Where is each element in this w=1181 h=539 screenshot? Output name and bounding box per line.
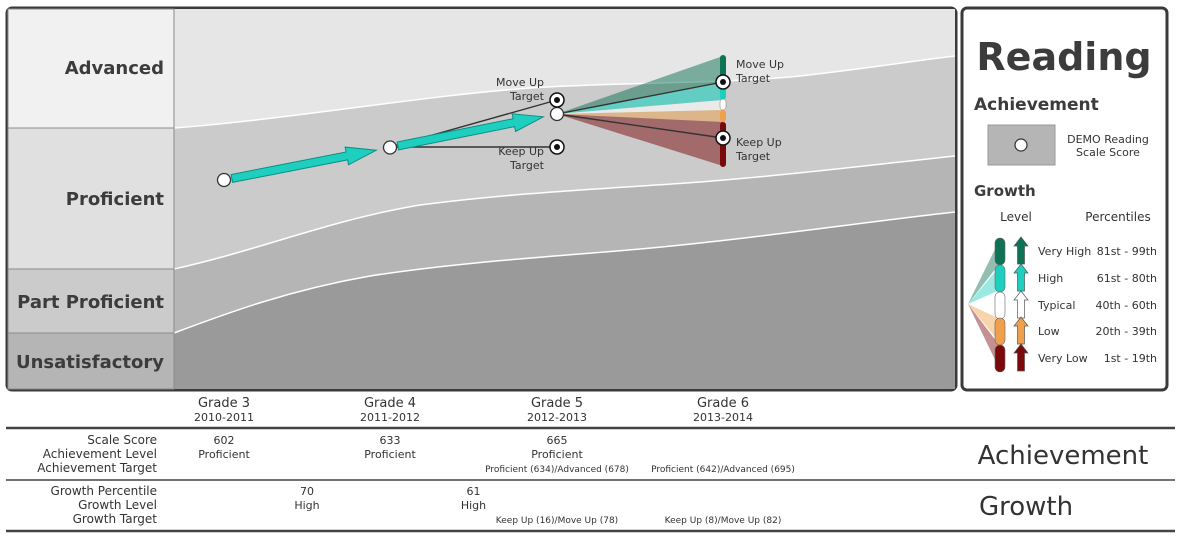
legend-level-name: Low — [1038, 325, 1060, 338]
row-label-growth-percentile: Growth Percentile — [51, 484, 157, 498]
row-label-scale-score: Scale Score — [87, 433, 157, 447]
legend-level-pill — [994, 344, 1006, 373]
legend-level-pill — [994, 264, 1006, 293]
legend-score-marker — [1014, 138, 1028, 152]
scale-score-cell: 665 — [547, 434, 568, 447]
legend-level-name: High — [1038, 272, 1063, 285]
growth-target-cell: Keep Up (16)/Move Up (78) — [496, 516, 618, 526]
achievement-level-cell: Proficient — [198, 448, 250, 461]
row-label-achievement-target: Achievement Target — [37, 461, 157, 475]
achievement-level-cell: Proficient — [531, 448, 583, 461]
summary-table: Scale Score Achievement Level Achievemen… — [6, 426, 1175, 533]
growth-percentile-cell: 61 — [467, 485, 481, 498]
table-growth-label: Growth — [979, 492, 1073, 522]
legend-fan-wedge — [968, 293, 1000, 317]
target-marker-move-up-grade6 — [715, 74, 731, 90]
growth-level-cell: High — [461, 499, 486, 512]
growth-arrows — [230, 113, 546, 183]
scale-score-cell: 633 — [380, 434, 401, 447]
legend-growth-heading: Growth — [974, 182, 1036, 200]
growth-target-cell: Keep Up (8)/Move Up (82) — [665, 516, 782, 526]
growth-level-cell: High — [294, 499, 319, 512]
chart-panel: Advanced Proficient Part Proficient Unsa… — [5, 6, 958, 392]
legend-level-name: Very Low — [1038, 352, 1088, 365]
scale-score-point — [382, 140, 398, 155]
legend-achievement-item-label: DEMO Reading Scale Score — [1067, 133, 1149, 159]
legend-level-name: Very High — [1038, 245, 1091, 258]
target-marker-move-up-grade5 — [549, 92, 565, 108]
x-tick-grade: Grade 5 — [531, 396, 583, 411]
row-label-growth-target: Growth Target — [73, 512, 158, 526]
x-tick-year: 2010-2011 — [194, 411, 254, 424]
band-unsatisfactory — [174, 212, 955, 389]
x-tick-year: 2011-2012 — [360, 411, 420, 424]
legend-panel: Reading Achievement DEMO Reading Scale Sc… — [960, 6, 1169, 392]
target-marker-keep-up-grade6 — [715, 130, 731, 146]
legend-level-pill — [994, 237, 1006, 266]
move-up-target-label-grade6: Move Up Target — [735, 58, 784, 85]
x-tick-year: 2013-2014 — [693, 411, 753, 424]
keep-up-target-label-grade5: Keep Up Target — [498, 145, 544, 172]
legend-level-name: Typical — [1037, 299, 1075, 312]
legend-level-pill — [994, 317, 1006, 346]
level-label-part-proficient: Part Proficient — [17, 292, 164, 313]
scale-score-point — [216, 172, 232, 188]
target-markers — [549, 74, 731, 155]
legend-growth: Very High 81st - 99th High 61st - 80th Typic… — [968, 236, 1157, 373]
target-labels: Move Up Target Keep Up Target Move Up Target K… — [496, 58, 784, 172]
legend-level-range: 1st - 19th — [1104, 352, 1157, 365]
legend-level-range: 61st - 80th — [1097, 272, 1157, 285]
legend-achievement-heading: Achievement — [974, 95, 1099, 115]
move-up-target-label-grade5: Move Up Target — [496, 76, 545, 103]
legend-fan-wedge — [968, 304, 1000, 370]
legend-level-range: 20th - 39th — [1095, 325, 1157, 338]
legend-level-pill — [994, 291, 1006, 320]
legend-achievement-item: DEMO Reading Scale Score — [1067, 133, 1149, 159]
x-tick-grade: Grade 6 — [697, 396, 749, 411]
growth-arrow — [230, 146, 379, 183]
legend-level-header: Level — [1000, 210, 1032, 224]
table-achievement-label: Achievement — [978, 441, 1149, 471]
level-label-advanced: Advanced — [65, 58, 164, 79]
achievement-level-cell: Proficient — [364, 448, 416, 461]
legend-growth-arrow-icon — [1013, 343, 1029, 372]
x-tick-year: 2012-2013 — [527, 411, 587, 424]
level-label-unsatisfactory: Unsatisfactory — [16, 352, 164, 373]
scale-score-point — [549, 106, 565, 122]
x-tick-grade: Grade 4 — [364, 396, 416, 411]
row-label-growth-level: Growth Level — [78, 498, 157, 512]
legend-fan-wedge — [968, 266, 1000, 304]
legend-level-range: 81st - 99th — [1097, 245, 1157, 258]
level-label-proficient: Proficient — [66, 189, 165, 210]
achievement-target-cell: Proficient (634)/Advanced (678) — [485, 465, 629, 475]
target-marker-keep-up-grade5 — [549, 139, 565, 155]
keep-up-target-label-grade6: Keep Up Target — [735, 136, 782, 163]
x-tick-grade: Grade 3 — [198, 396, 250, 411]
legend-percentiles-header: Percentiles — [1085, 210, 1150, 224]
legend-level-range: 40th - 60th — [1095, 299, 1157, 312]
row-label-achievement-level: Achievement Level — [43, 447, 157, 461]
subject-title: Reading — [976, 35, 1151, 79]
scale-score-cell: 602 — [214, 434, 235, 447]
legend-fan-wedge — [968, 304, 1000, 343]
growth-percentile-cell: 70 — [300, 485, 314, 498]
legend-fan-wedge — [968, 239, 1000, 304]
achievement-target-cell: Proficient (642)/Advanced (695) — [651, 465, 795, 475]
growth-arrow — [396, 113, 546, 151]
